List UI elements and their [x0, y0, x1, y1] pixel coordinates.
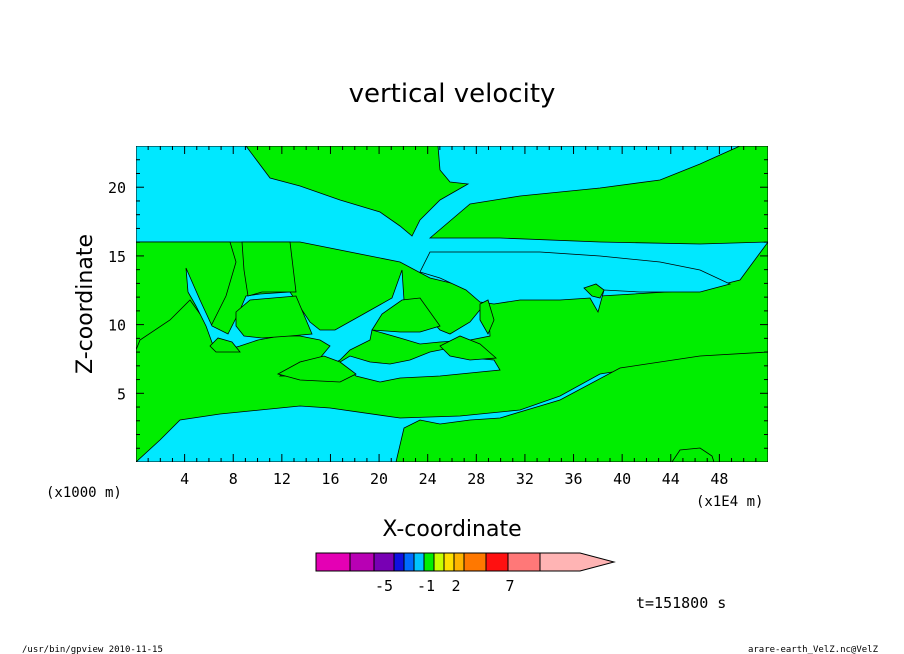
- colorbar-segment: [453, 552, 465, 572]
- colorbar-segment: [423, 552, 435, 572]
- positive-island-3: [371, 297, 441, 333]
- colorbar-segment: [413, 552, 425, 572]
- colorbar-label: 2: [451, 577, 460, 595]
- positive-region-bottom-center: [395, 351, 768, 462]
- x-tick-label: 8: [229, 470, 238, 488]
- x-tick-label: 16: [321, 470, 339, 488]
- colorbar-segment: [349, 552, 375, 572]
- negative-region-channel-2: [419, 251, 732, 314]
- colorbar-segment: [443, 552, 455, 572]
- footer-left: /usr/bin/gpview 2010-11-15: [22, 645, 163, 654]
- plot-area: [136, 146, 768, 462]
- x-tick-label: 36: [565, 470, 583, 488]
- z-unit-label: (x1000 m): [46, 485, 122, 501]
- positive-region-upper-right: [428, 146, 768, 245]
- colorbar-label: -1: [417, 577, 435, 595]
- y-axis: 5 10 15 20: [108, 159, 768, 449]
- footer-right: arare-earth_VelZ.nc@VelZ: [748, 645, 879, 654]
- x-tick-label: 28: [467, 470, 485, 488]
- colorbar: [315, 552, 616, 572]
- y-axis-title: Z-coordinate: [73, 234, 98, 374]
- positive-island-5: [583, 283, 605, 299]
- positive-island-6: [276, 355, 357, 383]
- colorbar-segment: [485, 552, 509, 572]
- colorbar-labels: -5 -1 2 7: [375, 577, 515, 595]
- y-tick-label: 15: [108, 248, 126, 266]
- colorbar-segment: [433, 552, 445, 572]
- x-axis-title: X-coordinate: [382, 517, 521, 542]
- colorbar-segment: [373, 552, 395, 572]
- colorbar-label: -5: [375, 577, 393, 595]
- positive-island-8: [479, 299, 495, 335]
- positive-island-4: [209, 337, 241, 353]
- x-axis: 4 8 12 16 20 24 28 32 36 40 44 48: [147, 146, 757, 488]
- x-tick-label: 12: [273, 470, 291, 488]
- positive-island-7: [439, 335, 497, 361]
- colorbar-segment: [393, 552, 405, 572]
- x-tick-label: 44: [662, 470, 680, 488]
- x-tick-label: 40: [613, 470, 631, 488]
- x-tick-label: 4: [180, 470, 189, 488]
- colorbar-segment: [463, 552, 487, 572]
- y-tick-label: 5: [117, 385, 126, 403]
- colorbar-label: 7: [505, 577, 514, 595]
- colorbar-segment: [403, 552, 415, 572]
- colorbar-segment: [507, 552, 541, 572]
- colorbar-segment: [315, 552, 351, 572]
- chart-title: vertical velocity: [349, 79, 556, 109]
- y-tick-label: 20: [108, 179, 126, 197]
- x-tick-label: 20: [370, 470, 388, 488]
- positive-island-1: [241, 241, 297, 297]
- x-tick-label: 32: [516, 470, 534, 488]
- colorbar-arrow: [539, 552, 616, 572]
- x-tick-label: 24: [419, 470, 437, 488]
- positive-region-top: [245, 146, 470, 237]
- positive-island-2: [235, 295, 313, 339]
- y-tick-label: 10: [108, 317, 126, 335]
- time-label: t=151800 s: [636, 594, 726, 612]
- x-tick-label: 48: [710, 470, 728, 488]
- x-unit-label: (x1E4 m): [696, 494, 763, 510]
